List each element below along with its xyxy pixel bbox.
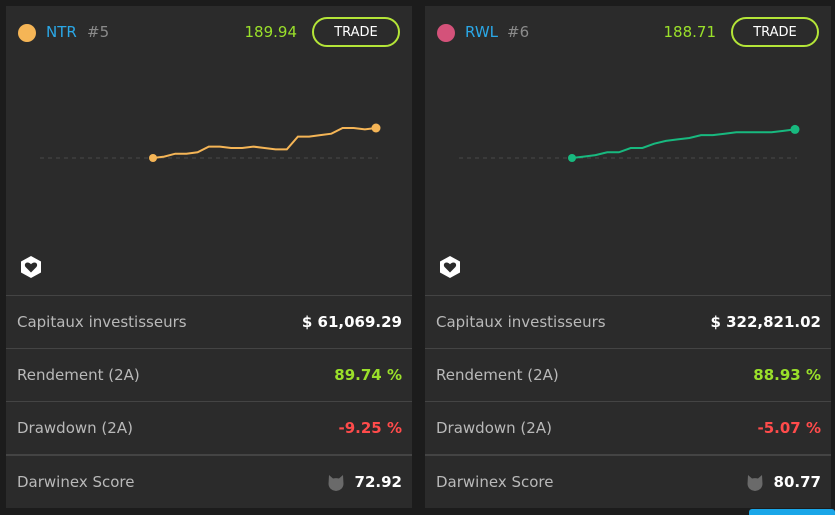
stat-row-drawdown: Drawdown (2A) -5.07 % — [425, 401, 831, 454]
stat-label: Capitaux investisseurs — [17, 313, 187, 331]
stat-row-score: Darwinex Score 72.92 — [6, 454, 412, 507]
stat-value: 80.77 — [773, 472, 821, 491]
stat-row-capital: Capitaux investisseurs $ 322,821.02 — [425, 295, 831, 348]
stat-label: Capitaux investisseurs — [436, 313, 606, 331]
price-value: 189.94 — [244, 23, 298, 41]
stat-label: Darwinex Score — [436, 472, 554, 491]
stat-value: $ 322,821.02 — [710, 313, 821, 331]
stat-value: $ 61,069.29 — [301, 313, 402, 331]
cat-head-icon — [747, 474, 763, 491]
trade-button[interactable]: TRADE — [312, 17, 400, 47]
stat-row-return: Rendement (2A) 88.93 % — [425, 348, 831, 401]
start-point — [149, 154, 157, 162]
stat-value: -5.07 % — [757, 419, 822, 437]
stat-row-drawdown: Drawdown (2A) -9.25 % — [6, 401, 412, 454]
scroll-top-tab[interactable] — [749, 509, 835, 515]
stat-value: -9.25 % — [338, 419, 403, 437]
color-dot-icon — [437, 24, 455, 42]
card-header: RWL #6 188.71 TRADE — [425, 6, 831, 58]
stat-row-return: Rendement (2A) 89.74 % — [6, 348, 412, 401]
color-dot-icon — [18, 24, 36, 42]
end-point — [790, 124, 800, 134]
stat-label: Drawdown (2A) — [17, 419, 133, 437]
stats-list: Capitaux investisseurs $ 61,069.29 Rende… — [6, 295, 412, 507]
start-point — [568, 154, 576, 162]
stat-value: 88.93 % — [753, 366, 821, 384]
price-value: 188.71 — [663, 23, 717, 41]
end-point — [371, 123, 381, 133]
price-line — [571, 128, 796, 159]
stat-label: Darwinex Score — [17, 472, 135, 491]
card-header: NTR #5 189.94 TRADE — [6, 6, 412, 58]
stat-label: Rendement (2A) — [436, 366, 559, 384]
sparkline-chart — [40, 123, 381, 162]
heart-hexagon-icon[interactable] — [19, 255, 43, 279]
stat-value: 89.74 % — [334, 366, 402, 384]
stat-row-capital: Capitaux investisseurs $ 61,069.29 — [6, 295, 412, 348]
darwin-card-rwl[interactable]: RWL #6 188.71 TRADE Capitaux investisseu… — [425, 6, 831, 508]
darwin-card-ntr[interactable]: NTR #5 189.94 TRADE Capitaux investisseu… — [6, 6, 412, 508]
heart-hexagon-icon[interactable] — [438, 255, 462, 279]
rank-label: #5 — [87, 23, 110, 41]
stat-row-score: Darwinex Score 80.77 — [425, 454, 831, 507]
sparkline-chart — [459, 124, 800, 162]
stat-value: 72.92 — [354, 472, 402, 491]
stat-label: Drawdown (2A) — [436, 419, 552, 437]
ticker-link[interactable]: NTR — [46, 23, 77, 41]
stats-list: Capitaux investisseurs $ 322,821.02 Rend… — [425, 295, 831, 507]
cat-head-icon — [328, 474, 344, 491]
ticker-link[interactable]: RWL — [465, 23, 499, 41]
rank-label: #6 — [507, 23, 530, 41]
price-line — [152, 127, 377, 159]
trade-button[interactable]: TRADE — [731, 17, 819, 47]
stat-label: Rendement (2A) — [17, 366, 140, 384]
